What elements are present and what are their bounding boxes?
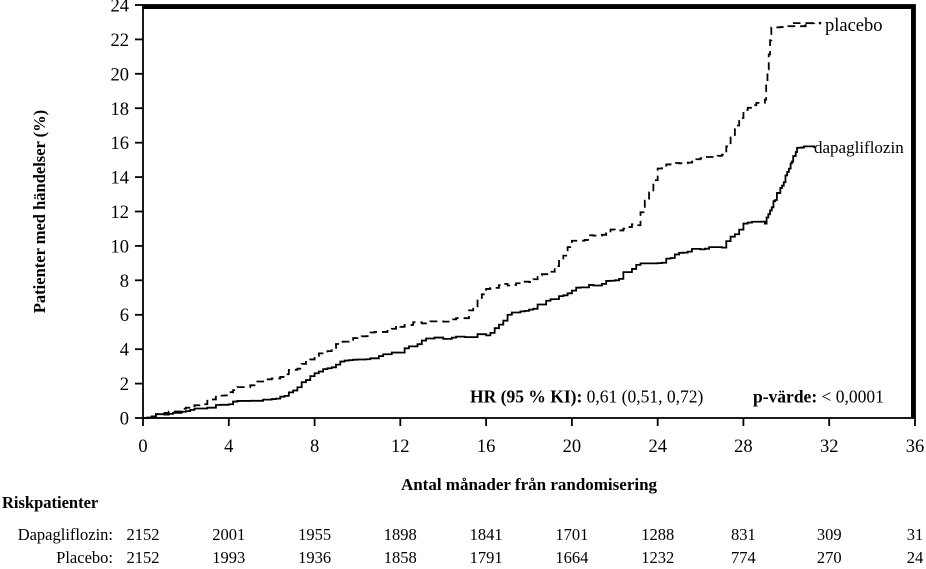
svg-text:HR (95 % KI): 0,61 (0,51, 0,72: HR (95 % KI): 0,61 (0,51, 0,72) <box>470 387 703 407</box>
svg-text:1664: 1664 <box>555 548 588 567</box>
svg-text:placebo: placebo <box>825 16 883 36</box>
svg-text:8: 8 <box>120 272 129 292</box>
svg-text:24: 24 <box>111 0 130 17</box>
svg-text:Patienter med händelser (%): Patienter med händelser (%) <box>30 110 49 313</box>
svg-text:14: 14 <box>111 169 130 189</box>
svg-text:4: 4 <box>224 437 233 457</box>
svg-text:0: 0 <box>138 437 147 457</box>
svg-text:1232: 1232 <box>641 548 674 567</box>
svg-text:2152: 2152 <box>127 548 160 567</box>
svg-text:36: 36 <box>906 437 925 457</box>
svg-text:p-värde: < 0,0001: p-värde: < 0,0001 <box>753 387 884 407</box>
svg-text:20: 20 <box>563 437 582 457</box>
svg-text:31: 31 <box>907 525 924 544</box>
svg-text:0: 0 <box>120 410 129 430</box>
svg-text:24: 24 <box>907 548 924 567</box>
svg-text:12: 12 <box>111 203 130 223</box>
svg-text:Antal månader från randomiseri: Antal månader från randomisering <box>401 475 658 494</box>
svg-text:309: 309 <box>817 525 842 544</box>
svg-text:1288: 1288 <box>641 525 674 544</box>
svg-text:32: 32 <box>820 437 839 457</box>
svg-text:16: 16 <box>111 134 130 154</box>
svg-text:24: 24 <box>648 437 667 457</box>
svg-text:1791: 1791 <box>470 548 503 567</box>
svg-text:4: 4 <box>120 341 129 361</box>
svg-text:1701: 1701 <box>555 525 588 544</box>
svg-text:Dapagliflozin:: Dapagliflozin: <box>18 525 113 544</box>
svg-text:Placebo:: Placebo: <box>56 548 113 567</box>
svg-text:2001: 2001 <box>212 525 245 544</box>
svg-text:28: 28 <box>734 437 753 457</box>
svg-text:2152: 2152 <box>127 525 160 544</box>
svg-text:Riskpatienter: Riskpatienter <box>2 493 98 512</box>
svg-text:8: 8 <box>310 437 319 457</box>
svg-text:1936: 1936 <box>298 548 331 567</box>
svg-text:22: 22 <box>111 31 130 51</box>
svg-text:2: 2 <box>120 375 129 395</box>
svg-text:1898: 1898 <box>384 525 417 544</box>
svg-text:6: 6 <box>120 306 129 326</box>
svg-text:1841: 1841 <box>470 525 503 544</box>
svg-text:12: 12 <box>391 437 410 457</box>
svg-text:774: 774 <box>731 548 756 567</box>
svg-text:16: 16 <box>477 437 496 457</box>
svg-text:1858: 1858 <box>384 548 417 567</box>
svg-text:270: 270 <box>817 548 842 567</box>
svg-text:1955: 1955 <box>298 525 331 544</box>
svg-text:dapagliflozin: dapagliflozin <box>814 138 904 157</box>
svg-text:20: 20 <box>111 65 130 85</box>
svg-text:10: 10 <box>111 237 130 257</box>
svg-text:18: 18 <box>111 100 130 120</box>
svg-text:1993: 1993 <box>212 548 245 567</box>
svg-text:831: 831 <box>731 525 756 544</box>
